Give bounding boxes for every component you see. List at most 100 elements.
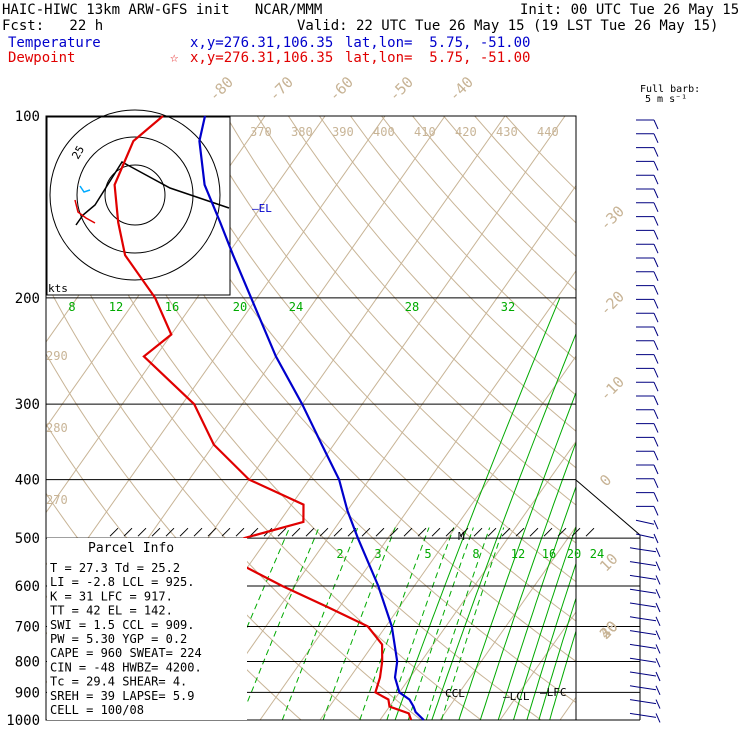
isotherm-line	[439, 525, 576, 720]
mixing-ratio-line	[497, 485, 576, 720]
isotherm-line	[199, 184, 576, 720]
wind-barb-flag	[655, 547, 661, 558]
theta-label: 380	[291, 125, 313, 139]
dewpoint-legend: Dewpoint	[8, 50, 76, 66]
dry-adiabat-line	[194, 116, 576, 544]
freezing-tick	[179, 527, 189, 537]
mixing-ratio-label: 16	[542, 547, 556, 561]
dry-adiabat-line	[70, 116, 576, 704]
freezing-tick	[151, 527, 161, 537]
wind-barb-flag	[655, 644, 661, 654]
freezing-tick	[557, 527, 567, 537]
wind-barb-flag	[653, 299, 659, 309]
wind-barbs	[629, 119, 661, 723]
mixing-ratio-label: 8	[472, 547, 479, 561]
wind-barb	[629, 574, 657, 580]
mixing-ratio-label: 20	[233, 300, 247, 314]
pressure-tick-label: 100	[15, 109, 40, 125]
theta-label: 410	[414, 125, 436, 139]
pressure-tick-label: 200	[15, 291, 40, 307]
wind-barb-flag	[653, 340, 659, 351]
parcel-info-row: SWI = 1.5 CCL = 909.	[50, 618, 195, 632]
freezing-tick	[333, 527, 343, 537]
mixing-ratio-label: 3	[374, 547, 381, 561]
temperature-legend: Temperature	[8, 35, 101, 51]
wind-barb-flag	[655, 630, 661, 640]
parcel-info-row: CAPE = 960 SWEAT= 224	[50, 646, 202, 660]
wind-barb-flag	[655, 699, 661, 709]
freezing-tick	[207, 527, 217, 537]
dry-adiabat-line	[46, 207, 482, 720]
parcel-info-row: K = 31 LFC = 917.	[50, 589, 173, 603]
wind-barb-flag	[653, 312, 659, 323]
wind-barb-flag	[653, 354, 659, 364]
wind-barb	[629, 671, 657, 677]
dry-adiabat-line	[46, 130, 542, 720]
freezing-tick	[445, 527, 455, 537]
dry-adiabat-line	[46, 281, 422, 720]
wind-barb	[635, 533, 655, 539]
wind-barb	[629, 699, 657, 705]
theta-label: 390	[332, 125, 354, 139]
temperature-line	[198, 115, 425, 721]
mixing-ratio-line	[479, 441, 576, 720]
wind-barb-flag	[653, 161, 659, 171]
freezing-tick	[235, 527, 245, 537]
theta-label: 280	[46, 421, 68, 435]
temperature-latlon: lat,lon= 5.75, -51.00	[345, 35, 531, 51]
freezing-tick	[193, 527, 203, 537]
wind-barb-flag	[655, 588, 661, 599]
lcl-annotation: —LCL	[503, 690, 530, 703]
isotherm-line	[319, 355, 576, 720]
pressure-tick-label: 300	[15, 397, 40, 413]
mixing-ratio-label: 8	[68, 300, 75, 314]
wind-barb-flag	[655, 561, 661, 571]
wind-barb	[629, 712, 657, 718]
theta-label: 370	[250, 125, 272, 139]
wind-barb-flag	[653, 381, 659, 392]
isotherm-label: -30	[596, 202, 628, 234]
wind-barb-flag	[653, 464, 659, 475]
freezing-tick	[249, 527, 259, 537]
freezing-tick	[571, 527, 581, 537]
isotherm-line	[259, 270, 576, 720]
wind-barb	[629, 643, 657, 649]
freezing-tick	[137, 527, 147, 537]
mixing-ratio-label: 32	[501, 300, 515, 314]
wind-barb-flag	[653, 423, 659, 433]
freezing-tick	[543, 527, 553, 537]
mixing-ratio-dashed-line	[359, 527, 430, 720]
temperature-xy: x,y=276.31,106.35	[190, 35, 334, 51]
wind-barb-flag	[653, 147, 659, 157]
mixing-ratio-dashed-line	[386, 527, 455, 720]
wind-barb-flag	[655, 685, 661, 696]
dry-adiabat-line	[163, 116, 576, 583]
theta-label: 290	[46, 349, 68, 363]
parcel-info-panel: Parcel Info T = 27.3 Td = 25.2LI = -2.8 L…	[47, 538, 247, 720]
mixing-ratio-label: 16	[165, 300, 179, 314]
parcel-info-row: PW = 5.30 YGP = 0.2	[50, 632, 187, 646]
isotherm-line	[499, 611, 576, 720]
wind-barb-flag	[653, 285, 659, 295]
mixing-ratio-label: 12	[511, 547, 525, 561]
freezing-tick	[165, 527, 175, 537]
isotherm-label: -20	[596, 287, 628, 319]
parcel-info-row: Tc = 29.4 SHEAR= 4.	[50, 675, 187, 689]
isotherm-label: -50	[385, 73, 417, 105]
freezing-tick	[277, 527, 287, 537]
hodograph-ring-label: 25	[69, 144, 87, 162]
mixing-ratio-label: 24	[289, 300, 303, 314]
freezing-tick	[501, 527, 511, 537]
freezing-tick	[487, 527, 497, 537]
freezing-tick	[459, 527, 469, 537]
wind-barb	[629, 657, 657, 663]
dry-adiabat-line	[101, 116, 576, 662]
mixing-ratio-line	[526, 561, 576, 720]
wind-barb-flag	[655, 671, 661, 682]
parcel-info-title: Parcel Info	[88, 541, 174, 556]
dry-adiabat-line	[443, 116, 576, 258]
model-title: HAIC-HIWC 13km ARW-GFS init NCAR/MMM	[2, 2, 323, 18]
wind-barb-flag	[653, 271, 659, 282]
isotherm-label: -10	[596, 373, 628, 405]
parcel-info-row: CIN = -48 HWBZ= 4200.	[50, 660, 202, 674]
